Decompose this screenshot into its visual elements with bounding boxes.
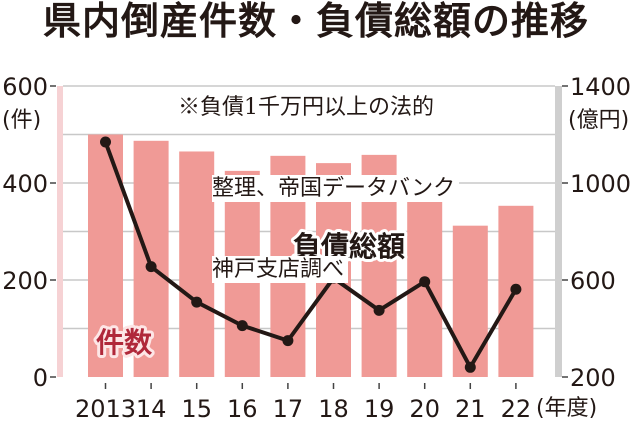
debt-point-19 [373,304,385,316]
debt-point-22 [510,283,522,295]
left-axis-band [57,86,63,377]
right-tick-label: 1000 [570,170,631,198]
right-axis-unit: (億円) [568,108,629,133]
debt-point-14 [145,261,157,273]
debt-point-2013 [100,136,111,148]
x-axis-unit: (年度) [536,396,597,421]
note-line-3: 神戸支店調べ [212,256,349,283]
x-tick-label: 2013 [75,395,136,421]
right-tick-label: 1400 [570,73,631,101]
bar-21 [452,225,488,377]
x-tick-label: 20 [409,395,440,421]
chart-title: 県内倒産件数・負債総額の推移 [42,0,589,43]
debt-point-21 [464,361,476,373]
right-tick-label: 600 [570,267,616,295]
x-tick-label: 18 [318,395,349,421]
x-tick-label: 16 [227,395,258,421]
left-tick-label: 400 [2,170,48,198]
x-tick-label: 19 [364,395,395,421]
bar-14 [133,140,169,377]
x-tick-label: 17 [273,395,304,421]
note-line-1: ※負債1千万円以上の法的 [178,94,438,121]
x-tick-label: 14 [136,395,167,421]
debt-line [103,141,518,370]
left-axis-unit: (件) [2,108,41,133]
debt-point-20 [419,276,431,288]
left-tick-label: 600 [2,73,48,101]
bar-15 [179,151,215,377]
right-tick-label: 200 [570,364,616,392]
left-tick-label: 0 [33,364,48,392]
debt-point-15 [191,296,203,308]
source-note: ※負債1千万円以上の法的 整理、帝国データバンク 神戸支店調べ [178,40,460,310]
right-axis-band [555,86,562,377]
x-tick-label: 15 [181,395,212,421]
count-series-label: 件数 [96,326,153,359]
bar-20 [407,175,443,377]
debt-point-17 [282,335,294,347]
x-tick-label: 22 [501,395,532,421]
left-tick-label: 200 [2,267,48,295]
note-line-2: 整理、帝国データバンク [212,175,460,202]
x-tick-label: 21 [455,395,486,421]
debt-point-16 [236,320,248,332]
